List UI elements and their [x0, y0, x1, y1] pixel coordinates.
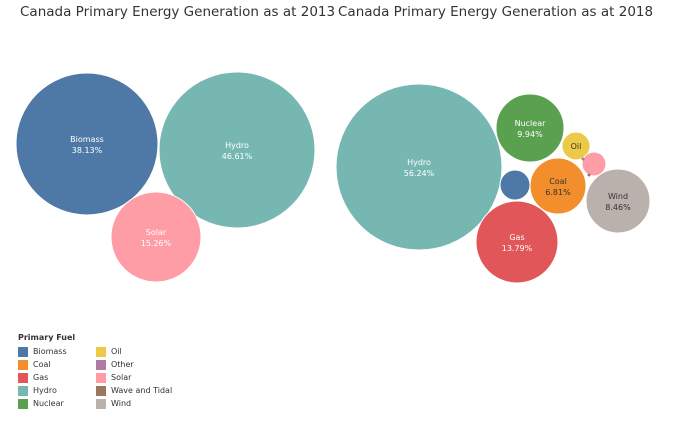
bubble-gas[interactable]: [475, 200, 559, 284]
legend-label: Wave and Tidal: [111, 386, 173, 395]
bubble-value-gas: 13.79%: [502, 244, 533, 253]
legend-label: Wind: [111, 399, 132, 408]
bubble-label-nuclear: Nuclear: [515, 119, 547, 128]
bubble-label-coal: Coal: [549, 177, 567, 186]
legend-item-oil[interactable]: Oil: [96, 345, 196, 358]
bubble-value-nuclear: 9.94%: [517, 130, 543, 139]
legend-item-other[interactable]: Other: [96, 358, 196, 371]
bubble-biomass[interactable]: [499, 169, 531, 201]
bubble-biomass[interactable]: [15, 72, 159, 216]
legend: Primary Fuel Biomass Coal Gas Hydro Nuclear O…: [18, 333, 196, 410]
legend-label: Solar: [111, 373, 132, 382]
legend-label: Biomass: [33, 347, 67, 356]
legend-item-wave-and-tidal[interactable]: Wave and Tidal: [96, 384, 196, 397]
bubble-label-wind: Wind: [608, 192, 628, 201]
bubble-solar[interactable]: [581, 151, 607, 177]
legend-item-coal[interactable]: Coal: [18, 358, 96, 371]
bubble-nuclear[interactable]: [495, 93, 565, 163]
bubble-label-gas: Gas: [509, 233, 524, 242]
legend-item-gas[interactable]: Gas: [18, 371, 96, 384]
bubble-wind[interactable]: [585, 168, 651, 234]
chart-title-2018: Canada Primary Energy Generation as at 2…: [338, 4, 654, 20]
legend-swatch: [96, 385, 106, 396]
bubble-value-hydro: 56.24%: [404, 169, 435, 178]
bubble-value-coal: 6.81%: [545, 188, 571, 197]
legend-swatch: [18, 359, 28, 370]
legend-item-solar[interactable]: Solar: [96, 371, 196, 384]
legend-label: Oil: [111, 347, 122, 356]
legend-item-nuclear[interactable]: Nuclear: [18, 397, 96, 410]
legend-title: Primary Fuel: [18, 333, 76, 342]
legend-swatch: [96, 359, 106, 370]
legend-swatch: [96, 346, 106, 357]
legend-label: Hydro: [33, 386, 57, 395]
bubble-wave-and-tidal[interactable]: [587, 173, 591, 177]
bubble-label-hydro: Hydro: [225, 141, 249, 150]
legend-swatch: [18, 385, 28, 396]
bubble-value-solar: 15.26%: [141, 239, 172, 248]
bubble-hydro[interactable]: [158, 71, 316, 229]
bubble-solar[interactable]: [110, 191, 202, 283]
legend-swatch: [96, 372, 106, 383]
legend-swatch: [96, 398, 106, 409]
legend-label: Nuclear: [33, 399, 64, 408]
bubble-label-oil: Oil: [571, 142, 582, 151]
bubble-hydro[interactable]: [335, 83, 503, 251]
bubble-oil[interactable]: [561, 131, 591, 161]
legend-swatch: [18, 398, 28, 409]
legend-swatch: [18, 372, 28, 383]
bubble-value-wind: 8.46%: [605, 203, 631, 212]
legend-label: Gas: [33, 373, 49, 382]
chart-title-2013: Canada Primary Energy Generation as at 2…: [20, 4, 336, 20]
bubble-value-hydro: 46.61%: [222, 152, 253, 161]
legend-item-biomass[interactable]: Biomass: [18, 345, 96, 358]
bubble-label-hydro: Hydro: [407, 158, 431, 167]
legend-label: Other: [111, 360, 134, 369]
bubble-label-biomass: Biomass: [70, 135, 104, 144]
bubble-label-solar: Solar: [146, 228, 167, 237]
legend-swatch: [18, 346, 28, 357]
bubble-value-biomass: 38.13%: [72, 146, 103, 155]
legend-item-hydro[interactable]: Hydro: [18, 384, 96, 397]
legend-label: Coal: [33, 360, 51, 369]
bubble-other[interactable]: [581, 157, 585, 161]
bubble-coal[interactable]: [529, 157, 587, 215]
legend-item-wind[interactable]: Wind: [96, 397, 196, 410]
